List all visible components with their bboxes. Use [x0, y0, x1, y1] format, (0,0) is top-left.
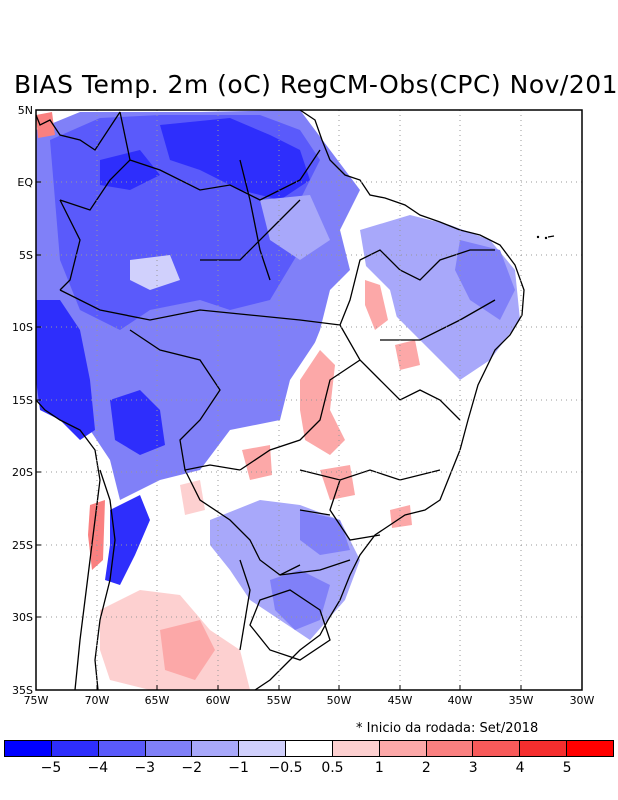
lat-label: 25S [12, 539, 33, 552]
bolivia-border [129, 329, 241, 471]
colorbar-box [286, 741, 333, 756]
bias-map: 5N EQ 5S 10S 15S 20S 25S 30S 35S 75W 70W… [12, 104, 595, 707]
bias-north-strong-2 [100, 150, 160, 190]
bias-north-strong [160, 118, 310, 200]
lon-label: 70W [85, 694, 110, 707]
bias-warm-11 [36, 112, 55, 138]
tick-marks [36, 181, 522, 690]
lon-label: 40W [448, 694, 473, 707]
colorbar-label: −0.5 [268, 760, 303, 776]
lat-label: 5S [19, 249, 33, 262]
colorbar-box [145, 741, 193, 756]
colorbar-box [5, 741, 52, 756]
lon-label: 30W [570, 694, 595, 707]
colorbar-label: 2 [421, 760, 431, 776]
bias-south-medium [270, 570, 330, 630]
bias-pale-2 [260, 195, 330, 260]
colorbar-box [567, 741, 613, 756]
colorbar-label: −4 [87, 760, 109, 776]
state-borders-north [200, 159, 301, 281]
colorbar-label: 3 [468, 760, 478, 776]
lat-label: 15S [12, 394, 33, 407]
lat-label: EQ [17, 176, 33, 189]
colorbar-box [98, 741, 146, 756]
state-borders-south [279, 469, 441, 576]
colorbar-label: −3 [134, 760, 156, 776]
run-start-note: * Inicio da rodada: Set/2018 [356, 721, 539, 736]
map-title: BIAS Temp. 2m (oC) RegCM-Obs(CPC) Nov/20… [14, 70, 618, 99]
venezuela-border [119, 111, 321, 201]
colorbar-label: −5 [40, 760, 62, 776]
bias-warm-2 [365, 280, 388, 330]
colorbar-label: −1 [228, 760, 249, 776]
lat-label: 20S [12, 466, 33, 479]
lat-labels: 5N EQ 5S 10S 15S 20S 25S 30S 35S [12, 104, 33, 697]
colorbar-box [473, 741, 521, 756]
colorbar-box [239, 741, 287, 756]
bias-warm-7 [390, 505, 412, 528]
peru-border [59, 199, 81, 291]
colorbar-box [192, 741, 240, 756]
bias-warm-5 [320, 465, 355, 500]
bias-pale-1 [130, 255, 180, 290]
lon-label: 50W [327, 694, 352, 707]
colorbar-label: 0.5 [321, 760, 344, 776]
colorbar-label: 1 [374, 760, 384, 776]
coastline [36, 110, 525, 690]
bias-warm-3 [395, 340, 420, 370]
lon-label: 35W [509, 694, 534, 707]
colorbar-label: 5 [562, 760, 572, 776]
lon-label: 65W [145, 694, 170, 707]
colombia-border [59, 159, 131, 211]
uruguay-border [249, 589, 331, 661]
colorbar-box [379, 741, 427, 756]
colorbar-label: 4 [515, 760, 525, 776]
colorbar-box [520, 741, 568, 756]
colorbar [4, 740, 614, 757]
bias-warm-10 [160, 620, 215, 680]
lat-label: 10S [12, 321, 33, 334]
lat-label: 30S [12, 611, 33, 624]
andes-border [94, 469, 116, 690]
bias-northeast-medium [455, 240, 515, 320]
lon-labels: 75W 70W 65W 60W 55W 50W 45W 40W 35W 30W [24, 694, 595, 707]
argentina-border [239, 559, 251, 651]
lon-label: 55W [267, 694, 292, 707]
bias-warm-6 [180, 480, 205, 515]
west-coast [36, 399, 101, 690]
colorbar-box [51, 741, 99, 756]
lat-label: 5N [18, 104, 33, 117]
colorbar-box [332, 741, 380, 756]
bias-andes-strong [105, 495, 150, 585]
lon-label: 75W [24, 694, 49, 707]
grid-lines [36, 110, 582, 690]
lon-label: 45W [388, 694, 413, 707]
brazil-west-border [59, 289, 341, 326]
bias-west-strong [36, 300, 95, 440]
bias-bolivia-strong [110, 390, 165, 455]
lat-label: 35S [12, 684, 33, 697]
colorbar-label: −2 [181, 760, 203, 776]
islands [536, 235, 555, 240]
colorbar-box [426, 741, 474, 756]
lon-label: 60W [206, 694, 231, 707]
